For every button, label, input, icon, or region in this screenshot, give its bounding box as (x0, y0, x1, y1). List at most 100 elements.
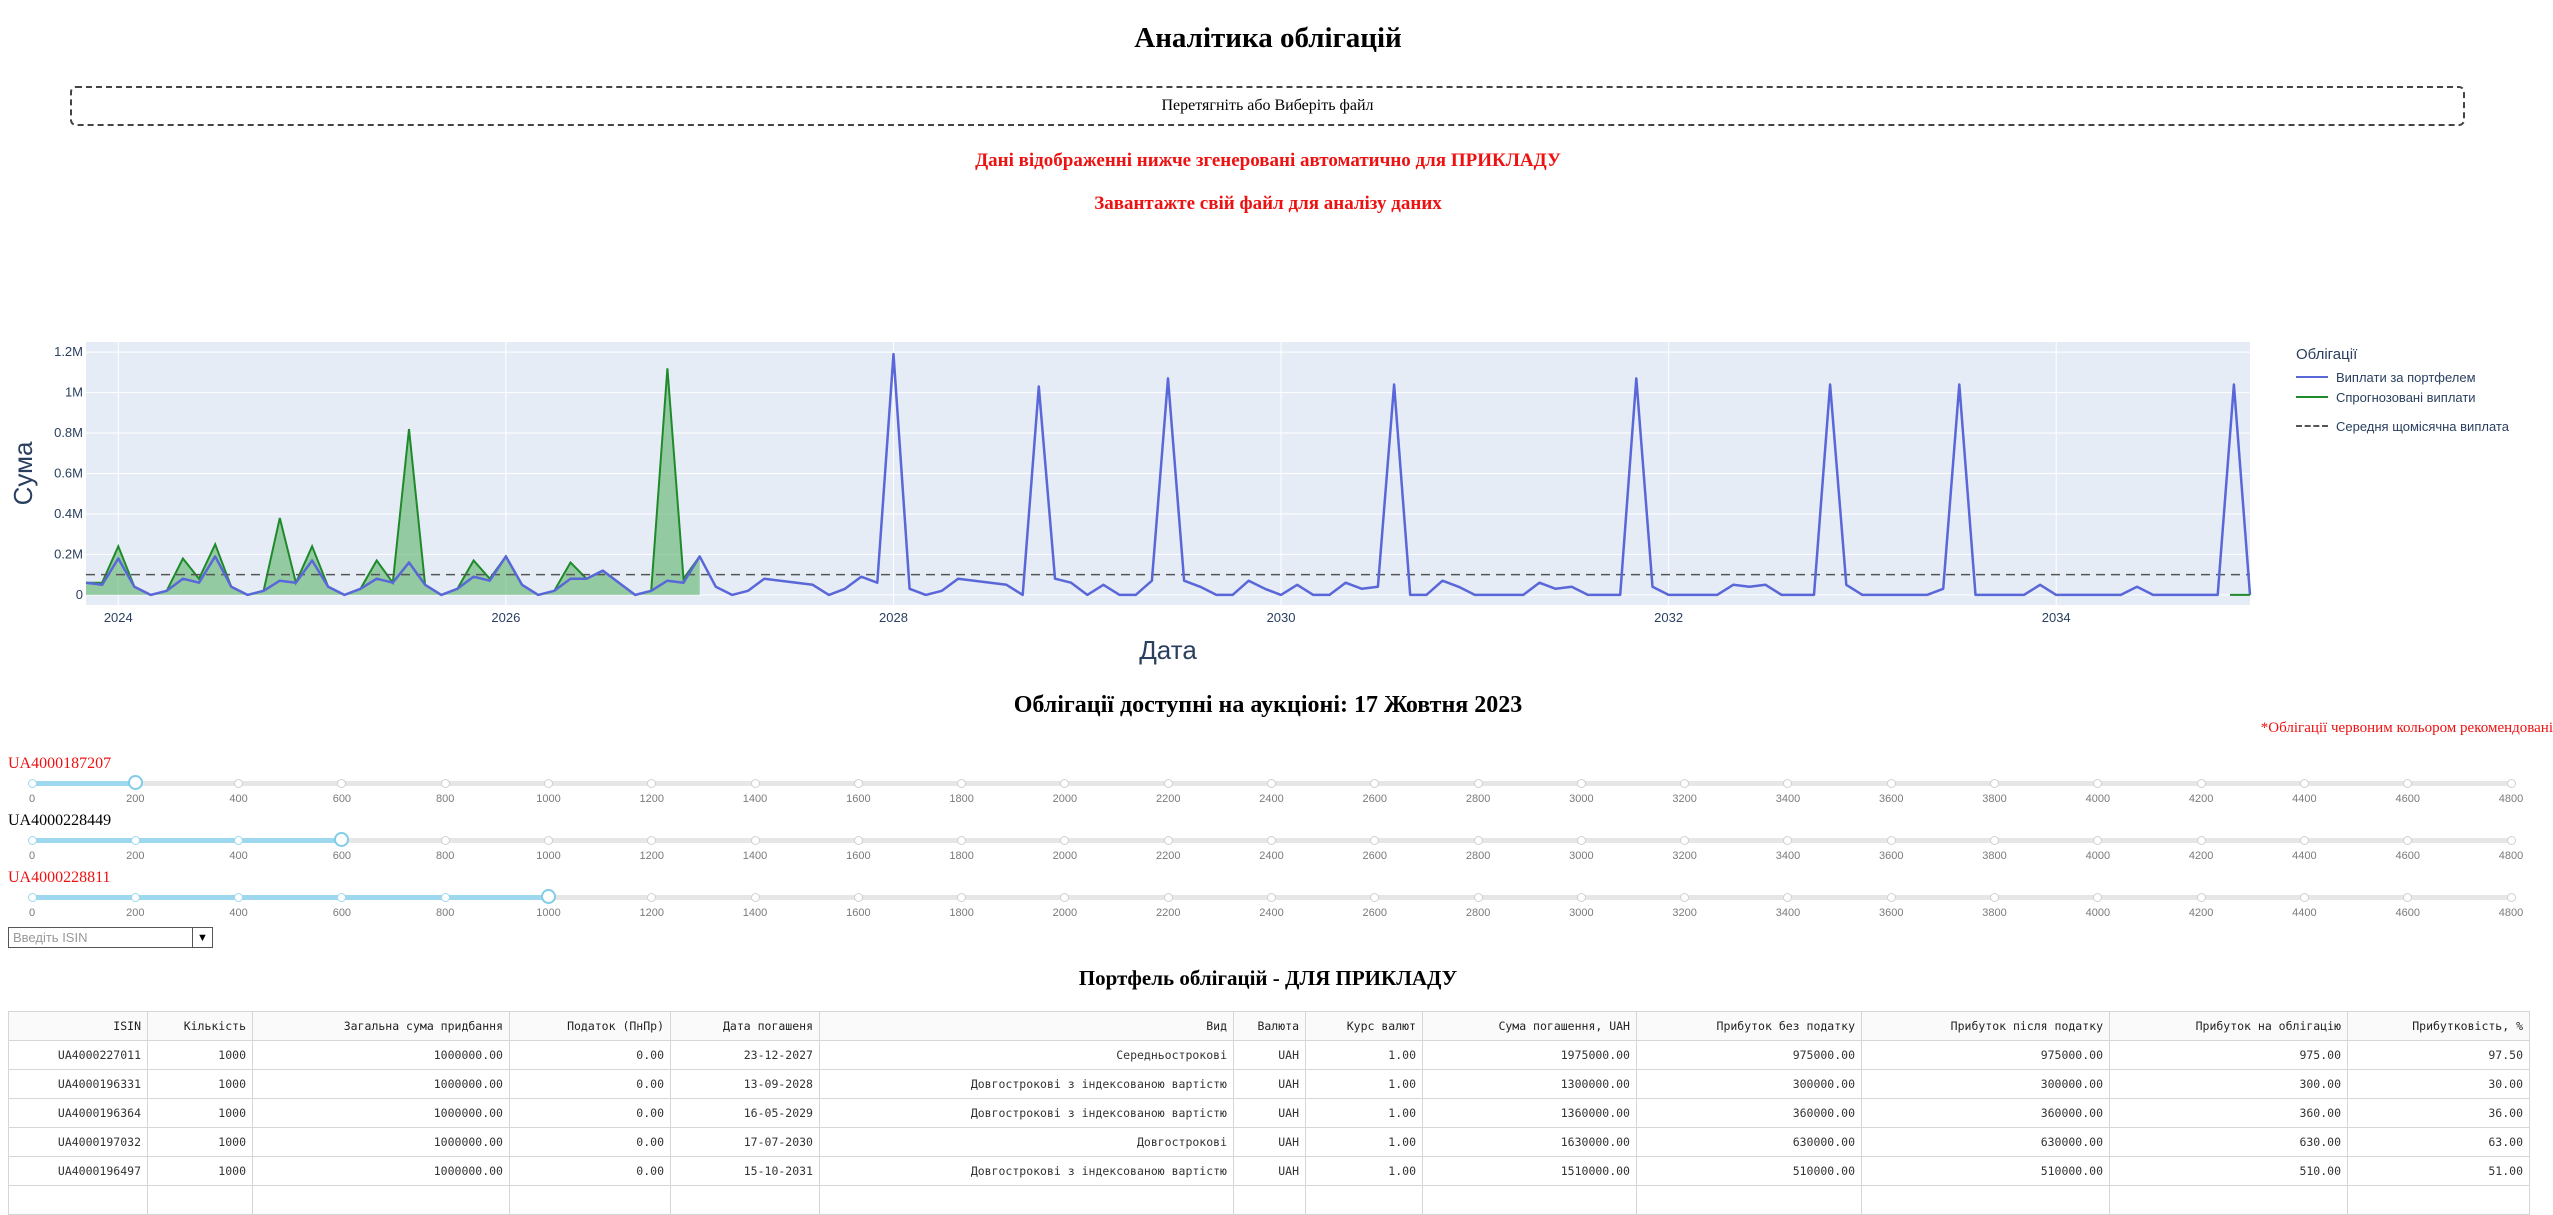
slider-tick-mark[interactable] (957, 836, 967, 845)
column-header[interactable]: ISIN (8, 1011, 148, 1041)
slider-tick-mark[interactable] (1060, 893, 1070, 902)
slider-tick-mark[interactable] (1576, 836, 1586, 845)
slider-tick-mark[interactable] (440, 893, 450, 902)
slider-tick-mark[interactable] (750, 893, 760, 902)
slider-tick-mark[interactable] (853, 836, 863, 845)
column-header[interactable]: Валюта (1233, 1011, 1306, 1041)
slider-tick-mark[interactable] (957, 779, 967, 788)
slider-tick-mark[interactable] (1886, 836, 1896, 845)
column-header[interactable]: Кількість (147, 1011, 253, 1041)
legend-item-forecast[interactable]: Спрогнозовані виплати (2296, 387, 2509, 407)
column-header[interactable]: Дата погашеня (670, 1011, 820, 1041)
column-header[interactable]: Загальна сума придбання (252, 1011, 510, 1041)
slider-tick-mark[interactable] (1060, 836, 1070, 845)
slider-tick-mark[interactable] (1886, 779, 1896, 788)
slider-tick-mark[interactable] (1267, 779, 1276, 788)
legend-item-average[interactable]: Середня щомісячна виплата (2296, 416, 2509, 436)
slider-tick-mark[interactable] (1576, 779, 1586, 788)
slider-tick-mark[interactable] (750, 779, 760, 788)
slider-handle[interactable] (127, 775, 143, 790)
y-tick-label: 1M (65, 385, 83, 400)
slider-tick-label: 2200 (1155, 850, 1181, 862)
slider-tick-mark[interactable] (1163, 779, 1173, 788)
slider-tick-mark[interactable] (2196, 779, 2206, 788)
slider-tick-mark[interactable] (853, 893, 863, 902)
slider-tick-mark[interactable] (1680, 893, 1690, 902)
slider-tick-mark[interactable] (543, 836, 553, 845)
slider-tick-mark[interactable] (1473, 893, 1483, 902)
slider-tick-mark[interactable] (1473, 779, 1483, 788)
slider-tick-mark[interactable] (1990, 836, 2000, 845)
column-header[interactable]: Прибуток без податку (1636, 1011, 1862, 1041)
slider-tick-mark[interactable] (2403, 836, 2413, 845)
slider-tick-mark[interactable] (2506, 836, 2516, 845)
slider-tick-mark[interactable] (130, 836, 140, 845)
isin-input[interactable] (9, 928, 192, 947)
slider-tick-mark[interactable] (1060, 779, 1070, 788)
slider-tick-mark[interactable] (1886, 893, 1896, 902)
slider-tick-mark[interactable] (1990, 893, 2000, 902)
slider-tick-mark[interactable] (2506, 893, 2516, 902)
slider-tick-mark[interactable] (440, 779, 450, 788)
column-header[interactable]: Податок (ПнПр) (509, 1011, 671, 1041)
column-header[interactable]: Вид (819, 1011, 1234, 1041)
slider-tick-mark[interactable] (1267, 836, 1276, 845)
slider-tick-mark[interactable] (2299, 893, 2309, 902)
column-header[interactable]: Прибутковість, % (2347, 1011, 2530, 1041)
payments-chart[interactable]: 0 0.2M 0.4M 0.6M 0.8M 1M 1.2M 2024 2026 2028 2030 2… (0, 330, 2553, 675)
slider-tick-mark[interactable] (957, 893, 967, 902)
slider-handle[interactable] (334, 832, 350, 847)
slider-tick-mark[interactable] (647, 836, 657, 845)
slider-tick-mark[interactable] (1783, 779, 1793, 788)
slider-tick-mark[interactable] (2506, 779, 2516, 788)
slider-tick-mark[interactable] (1370, 836, 1380, 845)
slider-tick-mark[interactable] (1990, 779, 2000, 788)
slider-tick-mark[interactable] (1163, 893, 1173, 902)
column-header[interactable]: Курс валют (1305, 1011, 1423, 1041)
slider-tick-mark[interactable] (647, 893, 657, 902)
slider-tick-mark[interactable] (1163, 836, 1173, 845)
slider-tick-mark[interactable] (2299, 779, 2309, 788)
slider-tick-mark[interactable] (1783, 893, 1793, 902)
file-upload-dropzone[interactable]: Перетягніть або Виберіть файл (70, 86, 2465, 126)
slider-tick-mark[interactable] (27, 836, 37, 845)
slider-tick-mark[interactable] (234, 779, 244, 788)
slider-tick-mark[interactable] (2196, 836, 2206, 845)
slider-tick-mark[interactable] (1370, 779, 1380, 788)
slider-tick-mark[interactable] (337, 893, 347, 902)
slider-tick-mark[interactable] (853, 779, 863, 788)
slider-tick-mark[interactable] (1473, 836, 1483, 845)
upload-select-file-link[interactable]: Виберіть файл (1274, 97, 1374, 114)
slider-tick-mark[interactable] (130, 893, 140, 902)
slider-tick-mark[interactable] (1680, 779, 1690, 788)
slider-tick-mark[interactable] (1783, 836, 1793, 845)
slider-tick-mark[interactable] (2093, 836, 2103, 845)
slider-tick-mark[interactable] (750, 836, 760, 845)
slider-tick-mark[interactable] (647, 779, 657, 788)
slider-tick-mark[interactable] (1370, 893, 1380, 902)
slider-tick-mark[interactable] (234, 893, 244, 902)
slider-tick-mark[interactable] (27, 893, 37, 902)
slider-tick-mark[interactable] (2299, 836, 2309, 845)
slider-tick-mark[interactable] (2403, 779, 2413, 788)
slider-tick-mark[interactable] (1680, 836, 1690, 845)
slider-tick-mark[interactable] (2403, 893, 2413, 902)
slider-tick-mark[interactable] (234, 836, 244, 845)
table-cell: 1975000.00 (1422, 1040, 1637, 1070)
slider-tick-mark[interactable] (27, 779, 37, 788)
slider-tick-mark[interactable] (440, 836, 450, 845)
column-header[interactable]: Прибуток на облігацію (2109, 1011, 2348, 1041)
slider-tick-mark[interactable] (1267, 893, 1276, 902)
column-header[interactable]: Прибуток після податку (1861, 1011, 2110, 1041)
slider-tick-mark[interactable] (543, 779, 553, 788)
slider-tick-mark[interactable] (2093, 779, 2103, 788)
legend-item-portfolio[interactable]: Виплати за портфелем (2296, 367, 2509, 387)
isin-select[interactable]: ▼ (8, 927, 213, 948)
dropdown-arrow-icon[interactable]: ▼ (192, 928, 212, 947)
column-header[interactable]: Сума погашення, UAH (1422, 1011, 1637, 1041)
slider-handle[interactable] (540, 889, 556, 904)
slider-tick-mark[interactable] (337, 779, 347, 788)
slider-tick-mark[interactable] (2093, 893, 2103, 902)
slider-tick-mark[interactable] (2196, 893, 2206, 902)
slider-tick-mark[interactable] (1576, 893, 1586, 902)
